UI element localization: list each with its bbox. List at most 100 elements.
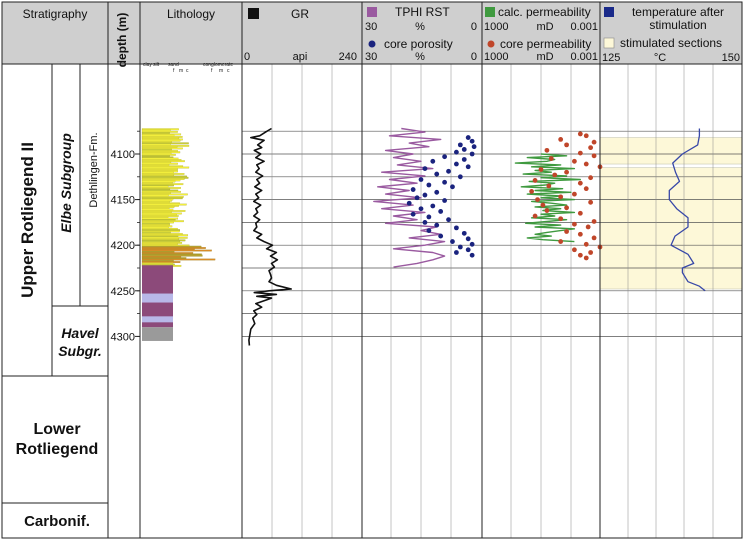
temp-scale-left: 125 [602,52,620,64]
core-porosity-point-13 [446,168,451,174]
dethlingen-label: Dethlingen-Fm. [88,132,100,207]
core-porosity-point-1 [469,138,475,144]
core-porosity-point-18 [426,182,432,188]
core-porosity-point-25 [406,200,412,206]
litho-scale-5: c [186,68,189,74]
core-porosity-point-38 [465,236,471,242]
calc-perm-scale-left: 1000 [484,21,508,33]
lower-rotliegend-label: Lower [33,421,80,438]
core-perm-point-28 [544,208,550,213]
core-perm-point-26 [540,202,546,208]
litho-scale-9: c [227,68,230,74]
calc-perm-scale-right: 0.001 [570,21,598,33]
core-porosity-scale-right: 0 [471,51,477,63]
core-porosity-point-10 [454,161,459,167]
calc-perm-legend-swatch [485,7,495,17]
calc-perm-curve [514,153,581,243]
core-porosity-point-39 [450,239,455,244]
gr-scale-unit: api [293,51,308,63]
litho-scale-3: f [173,68,175,74]
stimulated-section-0 [599,137,743,165]
tphi-legend-swatch [367,7,377,17]
depth-header: depth (m) [115,13,129,68]
core-perm-scale-unit: mD [536,51,553,63]
litho-scale-6: conglomerate [203,62,234,68]
stimulated-header: stimulated sections [620,36,722,50]
lithology-column [141,128,216,341]
temp-scale-right: 150 [722,52,740,64]
core-perm-point-33 [572,221,577,227]
core-porosity-point-33 [434,222,440,228]
core-perm-point-37 [591,235,597,241]
core-perm-point-9 [548,156,554,161]
gr-scale-min: 0 [244,51,250,63]
core-porosity-point-32 [422,220,428,225]
litho-scale-8: m [219,68,223,74]
depth-label-4300: 4300 [111,331,135,343]
grid-lines [242,64,742,538]
core-perm-point-41 [572,247,577,253]
core-porosity-point-44 [469,252,475,258]
core-porosity-point-36 [461,230,467,236]
core-porosity-point-41 [457,244,463,250]
core-porosity-point-42 [465,247,471,253]
headers: Stratigraphy depth (m) Lithology clay sil… [23,5,740,74]
core-perm-scale-left: 1000 [484,51,508,63]
core-porosity-point-12 [422,166,428,171]
core-porosity-point-9 [430,158,436,164]
stimulated-section-1 [599,167,743,290]
core-perm-point-15 [552,172,558,178]
litho-carbonif-block [142,327,173,341]
core-porosity-point-17 [442,179,447,185]
core-porosity-point-19 [450,184,455,190]
core-porosity-point-37 [438,233,444,239]
core-porosity-point-3 [471,144,477,150]
core-perm-point-19 [546,183,552,189]
tphi-scale-unit: % [415,21,425,33]
core-perm-point-10 [572,158,577,164]
litho-sand-lens-1 [142,293,173,303]
core-perm-point-34 [585,224,591,230]
lower-rotliegend-label-2: Rotliegend [16,441,99,458]
tphi-scale-left: 30 [365,21,377,33]
litho-layer-4214.8 [141,258,216,261]
core-porosity-point-31 [446,217,451,223]
stimulated-sections [599,137,743,290]
core-porosity-point-7 [442,154,447,160]
core-porosity-point-23 [414,195,420,201]
core-perm-point-44 [583,255,589,261]
core-porosity-scale-left: 30 [365,51,377,63]
core-perm-point-25 [588,199,594,205]
core-porosity-point-8 [461,157,467,162]
core-perm-point-7 [577,150,583,156]
core-porosity-point-14 [434,171,440,177]
core-perm-point-21 [529,188,535,194]
core-perm-point-32 [591,219,597,224]
tphi-header: TPHI RST [395,5,450,19]
core-porosity-point-29 [410,211,416,217]
core-perm-point-30 [532,213,538,219]
calc-perm-scale-unit: mD [536,21,553,33]
core-porosity-point-5 [454,149,459,155]
elbe-subgroup-label: Elbe Subgroup [58,133,74,233]
temp-scale-unit: °C [654,52,666,64]
temperature-header-line2: stimulation [649,18,706,32]
litho-sand-lens-2 [142,316,173,323]
core-perm-legend-marker [487,40,495,48]
core-perm-point-22 [572,191,577,197]
core-perm-point-43 [577,252,583,258]
temperature-header-line1: temperature after [632,5,724,19]
core-perm-point-8 [591,153,597,159]
gr-curve [248,127,293,346]
core-perm-point-5 [588,145,594,151]
core-perm-point-1 [583,133,589,139]
core-perm-point-24 [535,197,540,203]
gr-scale-max: 240 [339,51,357,63]
litho-layer-4205.0 [141,249,212,252]
core-porosity-point-22 [422,192,428,198]
core-porosity-point-0 [465,135,471,140]
core-porosity-point-24 [442,198,447,203]
core-porosity-point-6 [469,151,475,157]
core-porosity-point-21 [434,189,440,195]
